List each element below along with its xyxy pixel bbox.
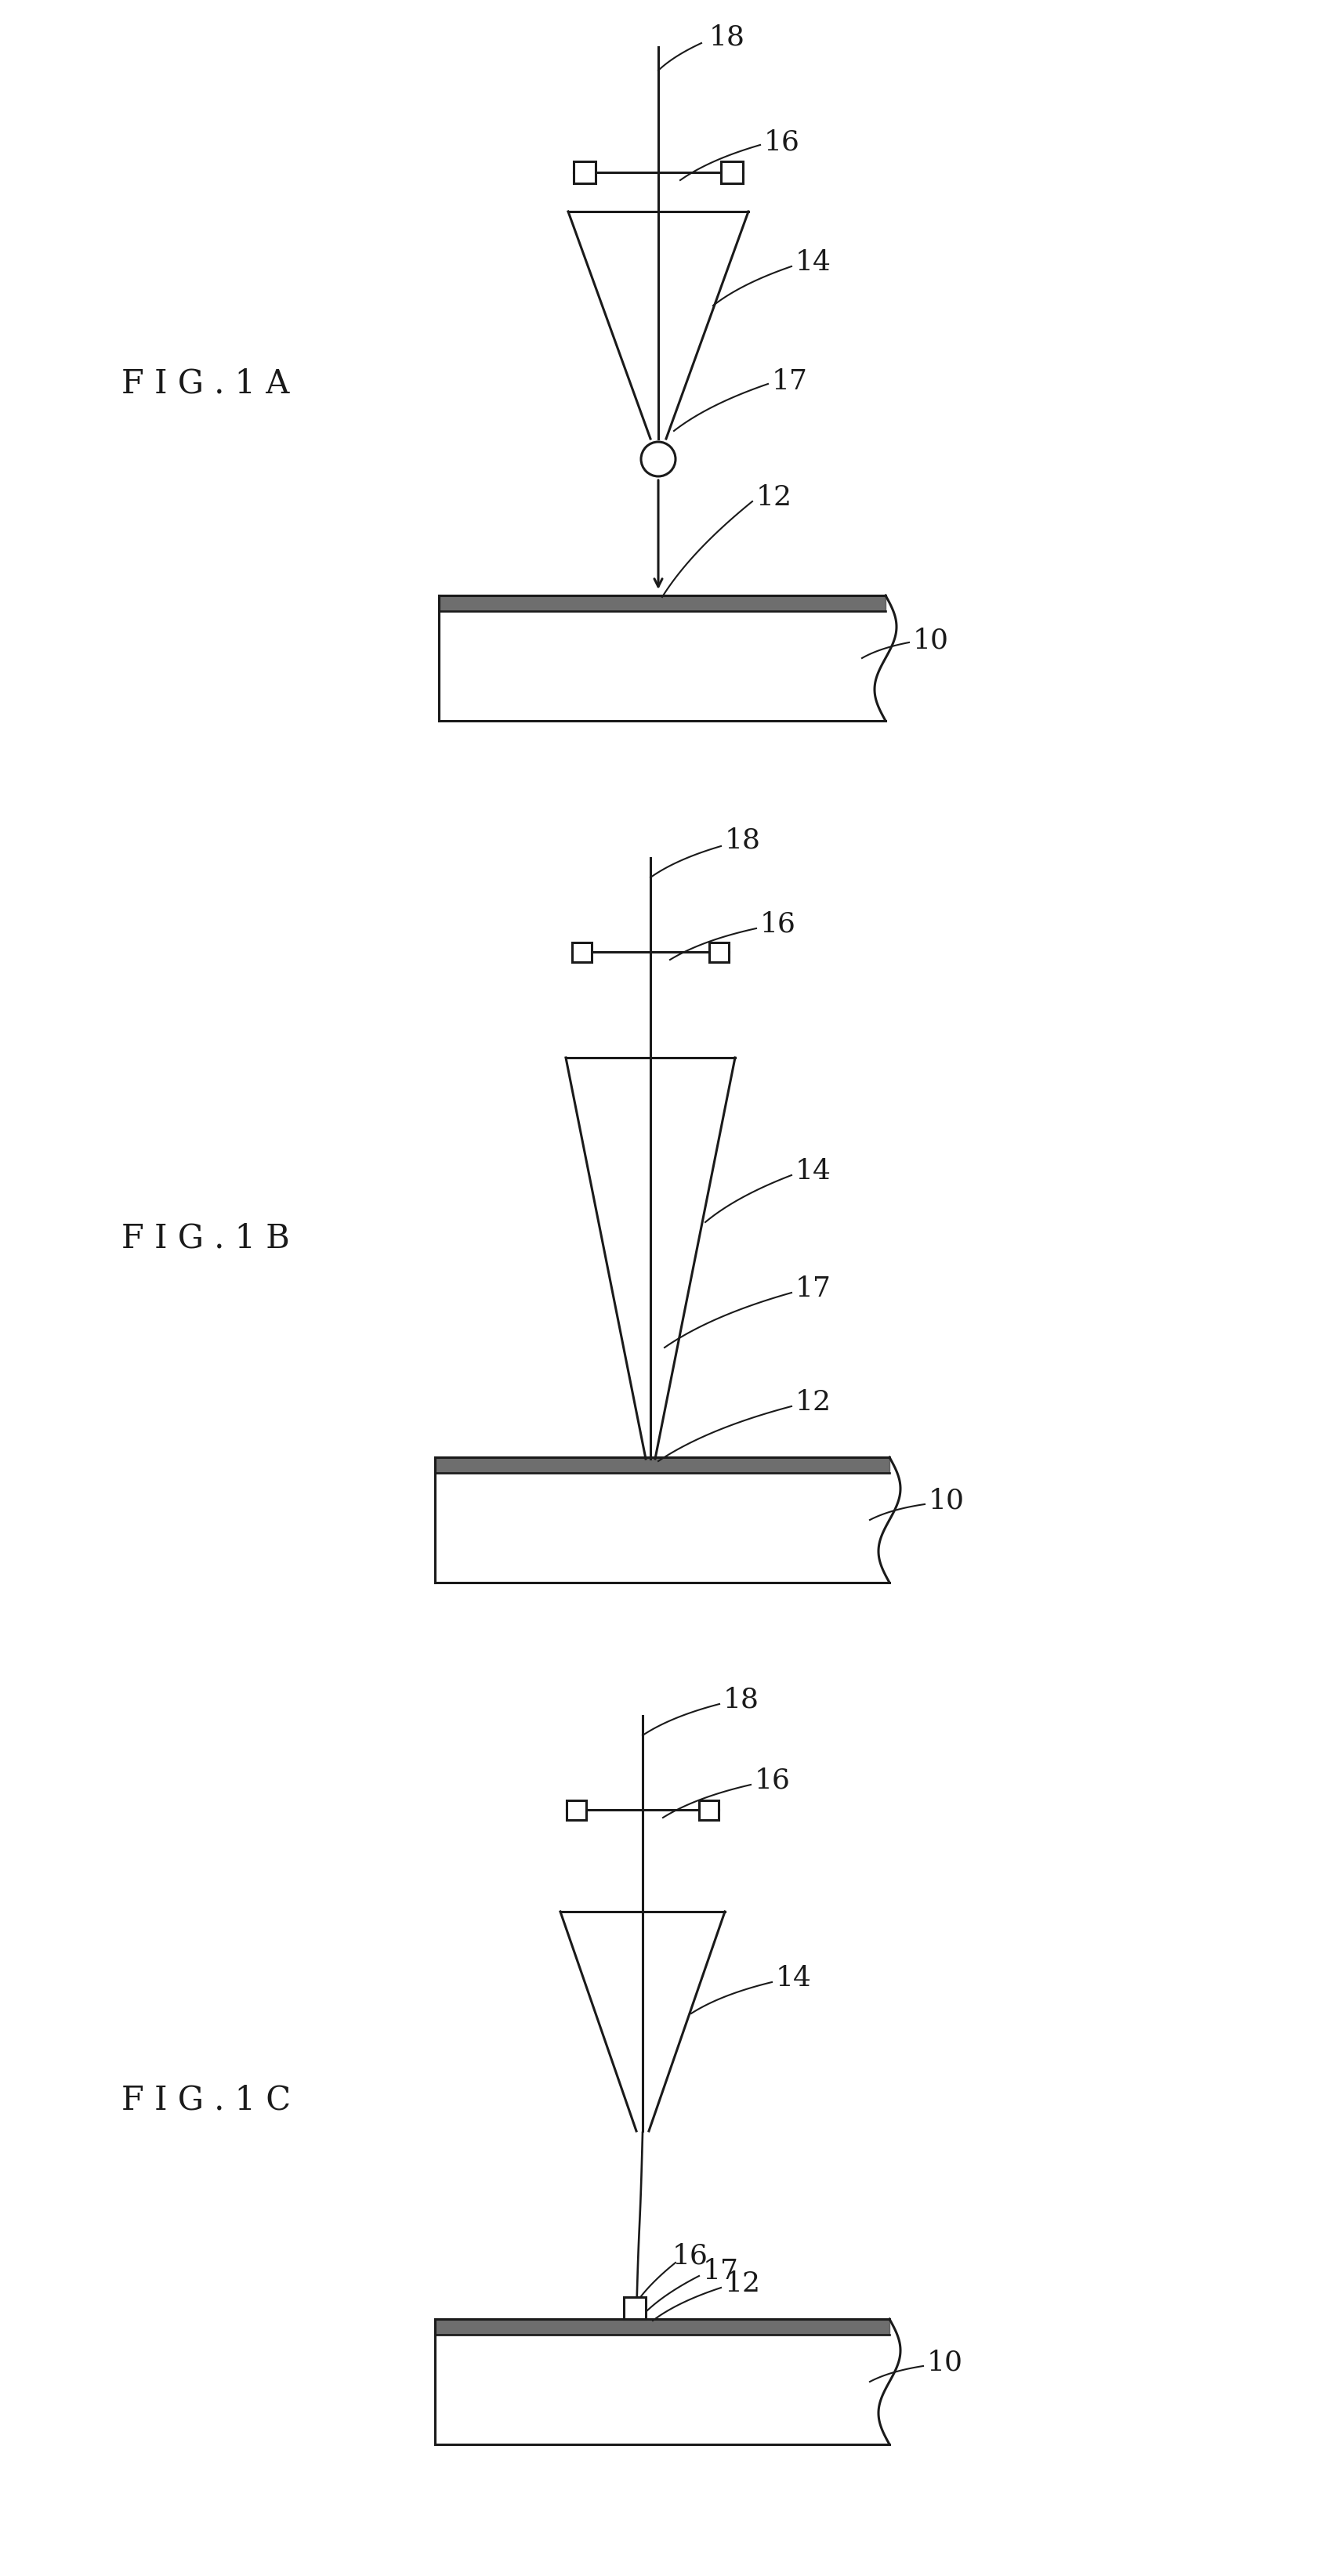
Text: 14: 14 — [796, 1159, 832, 1185]
Bar — [573, 162, 596, 183]
Text: 18: 18 — [725, 827, 761, 853]
Text: F I G . 1 B: F I G . 1 B — [121, 1221, 289, 1255]
Text: 17: 17 — [796, 1275, 832, 1301]
Bar — [698, 1801, 718, 1821]
Text: 16: 16 — [760, 909, 796, 938]
Text: 16: 16 — [764, 129, 800, 157]
Text: 10: 10 — [926, 2349, 964, 2375]
Text: 16: 16 — [754, 1767, 790, 1793]
Bar — [624, 2298, 645, 2318]
Bar — [567, 1801, 587, 1821]
Text: 14: 14 — [796, 250, 832, 276]
Text: 18: 18 — [709, 23, 745, 49]
Text: 17: 17 — [772, 368, 808, 394]
Text: 12: 12 — [796, 1388, 832, 1417]
Text: 10: 10 — [929, 1486, 965, 1515]
Text: 12: 12 — [725, 2269, 761, 2298]
Text: 18: 18 — [724, 1687, 760, 1713]
Circle shape — [641, 443, 676, 477]
Text: 12: 12 — [756, 484, 792, 510]
Bar — [572, 943, 592, 961]
Text: 10: 10 — [913, 626, 949, 654]
Text: F I G . 1 C: F I G . 1 C — [121, 2084, 291, 2115]
Bar — [721, 162, 742, 183]
Text: F I G . 1 A: F I G . 1 A — [121, 368, 289, 399]
Bar — [709, 943, 729, 961]
Text: 17: 17 — [702, 2259, 738, 2285]
Text: 16: 16 — [672, 2241, 708, 2269]
Text: 14: 14 — [776, 1965, 812, 1991]
